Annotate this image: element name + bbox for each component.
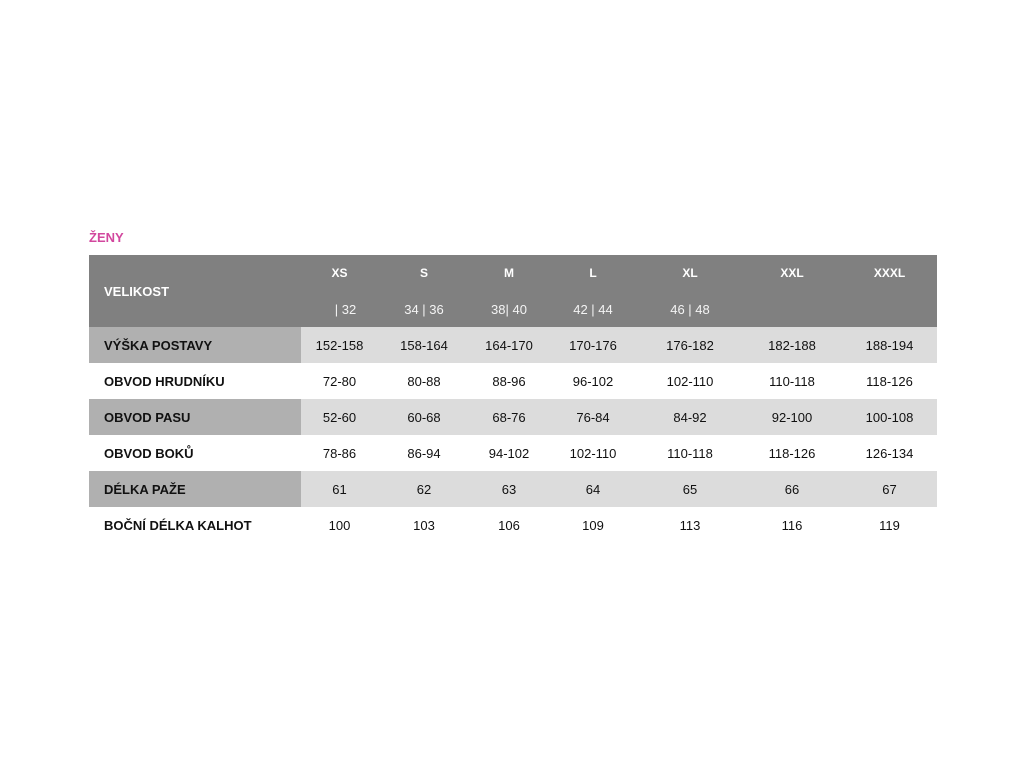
size-header-xxl: XXL <box>742 255 842 291</box>
table-cell: 170-176 <box>548 327 638 363</box>
table-cell: 118-126 <box>768 445 816 461</box>
table-cell: 64 <box>548 471 638 507</box>
table-cell: 67 <box>842 471 937 507</box>
eu-size-header <box>842 291 937 327</box>
table-cell: 100-108 <box>842 399 937 435</box>
table-cell: 113 <box>679 517 701 533</box>
size-header-l: L <box>548 255 638 291</box>
table-cell: 62 <box>378 471 470 507</box>
table-cell: 84-92 <box>638 399 742 435</box>
table-cell: 164-170 <box>470 327 548 363</box>
header-label: VELIKOST <box>89 255 301 327</box>
table-cell: 66 <box>742 471 842 507</box>
table-cell: 52-60 <box>301 399 378 435</box>
table-cell: 158-164 <box>378 327 470 363</box>
row-label: OBVOD PASU <box>89 399 301 435</box>
table-row: DÉLKA PAŽE 61 62 63 64 65 66 67 <box>89 471 937 507</box>
table-row: OBVOD HRUDNÍKU 72-80 80-88 88-96 96-102 102-1… <box>89 363 937 399</box>
table-cell: 110-118 <box>769 373 815 389</box>
table-cell: 63 <box>470 471 548 507</box>
table-cell: 78-86 <box>322 445 357 461</box>
table-cell: 76-84 <box>548 399 638 435</box>
row-label: DÉLKA PAŽE <box>89 471 301 507</box>
table-cell: 118-126 <box>866 373 913 389</box>
table-cell: 152-158 <box>301 327 378 363</box>
size-header-xs: XS <box>301 255 378 291</box>
eu-size-header <box>742 291 842 327</box>
table-cell: 109 <box>582 517 604 533</box>
eu-size-header: 34 | 36 <box>378 291 470 327</box>
table-cell: 102-110 <box>666 373 714 389</box>
section-title: ŽENY <box>89 230 124 245</box>
size-header-xxxl: XXXL <box>842 255 937 291</box>
table-cell: 102-110 <box>569 445 617 461</box>
table-cell: 176-182 <box>638 327 742 363</box>
table-cell: 86-94 <box>407 445 441 461</box>
table-cell: 116 <box>781 517 803 533</box>
row-label: OBVOD HRUDNÍKU <box>104 373 225 389</box>
header-row-sizes: VELIKOST XS S M L XL XXL XXXL <box>89 255 937 327</box>
eu-size-header: | 32 <box>301 291 378 327</box>
row-label: OBVOD BOKŮ <box>104 445 194 461</box>
table-cell: 80-88 <box>407 373 441 389</box>
row-label: VÝŠKA POSTAVY <box>89 327 301 363</box>
table-cell: 182-188 <box>742 327 842 363</box>
table-cell: 100 <box>328 517 351 533</box>
table-cell: 119 <box>879 517 900 533</box>
size-header-xl: XL <box>638 255 742 291</box>
table-row: OBVOD PASU 52-60 60-68 68-76 76-84 84-92 92-10… <box>89 399 937 435</box>
table-row: OBVOD BOKŮ 78-86 86-94 94-102 102-110 110-118… <box>89 435 937 471</box>
table-cell: 103 <box>413 517 435 533</box>
table-cell: 68-76 <box>470 399 548 435</box>
table-cell: 65 <box>638 471 742 507</box>
table-cell: 188-194 <box>842 327 937 363</box>
eu-size-header: 46 | 48 <box>638 291 742 327</box>
table-cell: 106 <box>498 517 520 533</box>
table-row: BOČNÍ DÉLKA KALHOT 100 103 106 109 113 116 119 <box>89 507 937 543</box>
table-cell: 61 <box>301 471 378 507</box>
table-cell: 110-118 <box>667 445 713 461</box>
size-header-s: S <box>378 255 470 291</box>
table-row: VÝŠKA POSTAVY 152-158 158-164 164-170 170-17… <box>89 327 937 363</box>
table-cell: 96-102 <box>572 373 614 389</box>
size-header-m: M <box>470 255 548 291</box>
table-cell: 88-96 <box>492 373 526 389</box>
table-cell: 94-102 <box>488 445 530 461</box>
table-cell: 126-134 <box>865 445 914 461</box>
table-cell: 72-80 <box>322 373 357 389</box>
row-label: BOČNÍ DÉLKA KALHOT <box>104 517 252 533</box>
size-chart-table: VELIKOST XS S M L XL XXL XXXL | 32 34 | 36 38| 4… <box>89 255 937 543</box>
eu-size-header: 38| 40 <box>470 291 548 327</box>
table-cell: 92-100 <box>742 399 842 435</box>
header-row-eu-sizes: | 32 34 | 36 38| 40 42 | 44 46 | 48 <box>89 291 937 327</box>
table-cell: 60-68 <box>378 399 470 435</box>
eu-size-header: 42 | 44 <box>548 291 638 327</box>
